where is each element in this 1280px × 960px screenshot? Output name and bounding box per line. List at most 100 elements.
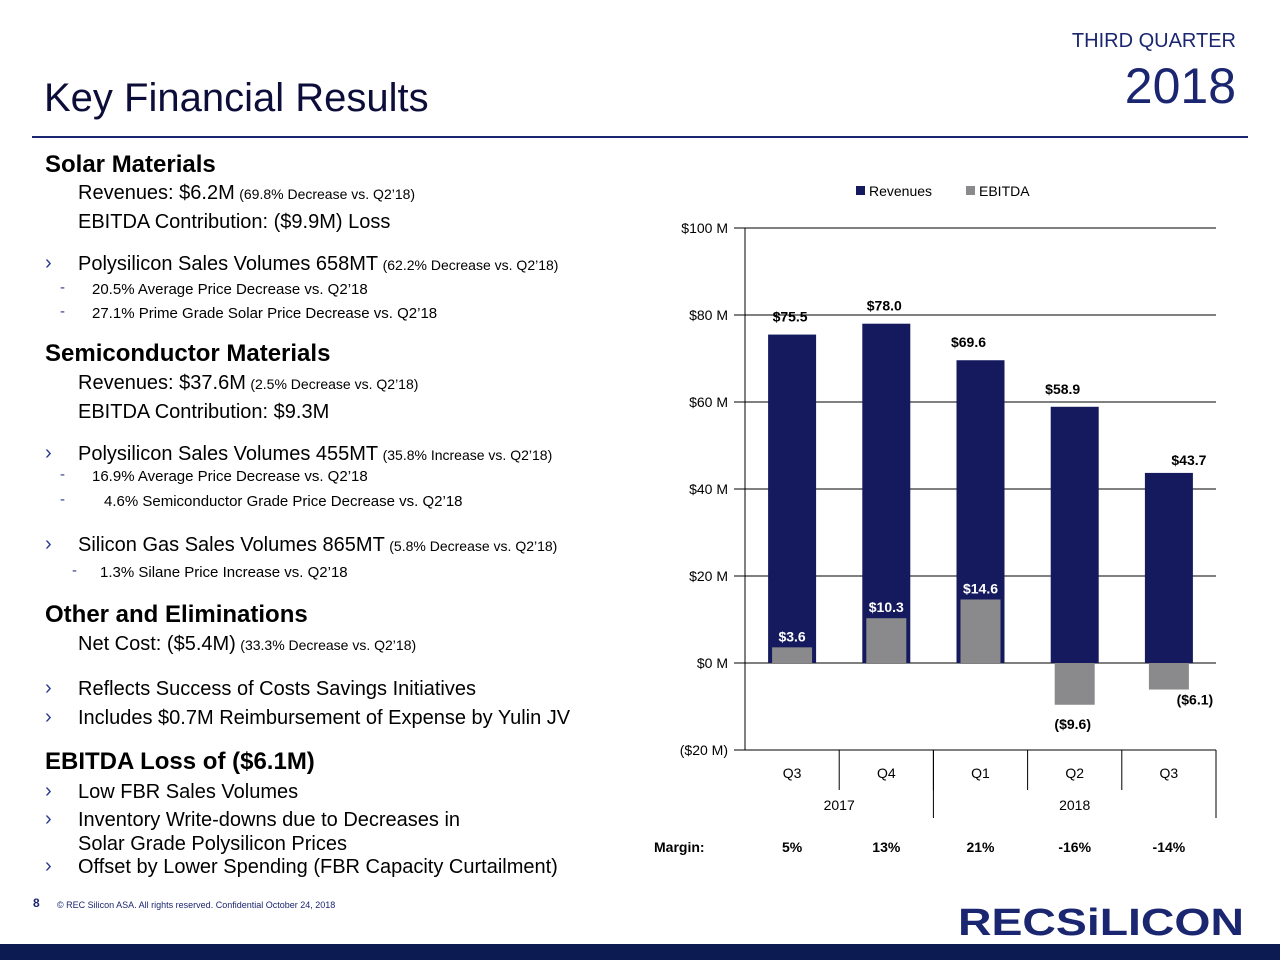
x-tick-label: Q3	[1160, 765, 1179, 781]
margin-value: 13%	[872, 839, 901, 855]
margin-value: 21%	[966, 839, 995, 855]
margin-value: 5%	[782, 839, 803, 855]
solar-sub-2: 27.1% Prime Grade Solar Price Decrease v…	[92, 305, 438, 322]
page-title: Key Financial Results	[44, 76, 429, 120]
other-bullet-2: Includes $0.7M Reimbursement of Expense …	[78, 707, 571, 729]
other-bullet-1: Reflects Success of Costs Savings Initia…	[78, 678, 476, 700]
bullet-arrow-icon: ›	[45, 706, 52, 728]
y-tick-label: $0 M	[697, 655, 728, 671]
revenue-bar	[1050, 406, 1099, 663]
solar-revenues: Revenues: $6.2M (69.8% Decrease vs. Q2’1…	[78, 182, 415, 205]
ebitda-bar	[1148, 663, 1189, 690]
semi-ebitda: EBITDA Contribution: $9.3M	[78, 401, 330, 423]
bullet-arrow-icon: ›	[45, 780, 52, 802]
solar-volume-note: (62.2% Decrease vs. Q2’18)	[382, 257, 559, 273]
solar-volume: Polysilicon Sales Volumes 658MT (62.2% D…	[78, 253, 558, 276]
x-tick-label: Q4	[877, 765, 896, 781]
semi-volume-text: Polysilicon Sales Volumes 455MT	[78, 443, 379, 465]
semi-sub-3: 1.3% Silane Price Increase vs. Q2’18	[100, 564, 348, 581]
y-tick-label: $20 M	[689, 568, 728, 584]
semi-volume: Polysilicon Sales Volumes 455MT (35.8% I…	[78, 443, 552, 466]
semi-volume-note: (35.8% Increase vs. Q2’18)	[382, 447, 553, 463]
y-tick-label: $80 M	[689, 307, 728, 323]
report-period: THIRD QUARTER	[1071, 30, 1236, 52]
solar-ebitda: EBITDA Contribution: ($9.9M) Loss	[78, 211, 391, 233]
report-year: 2018	[1124, 58, 1236, 114]
ebitda-loss-bullet-2b: Solar Grade Polysilicon Prices	[78, 833, 347, 855]
semi-heading: Semiconductor Materials	[45, 340, 331, 367]
solar-volume-text: Polysilicon Sales Volumes 658MT	[78, 253, 379, 275]
ebitda-bar	[772, 647, 813, 663]
footer-bar	[0, 944, 1280, 960]
revenue-data-label: $69.6	[951, 334, 986, 350]
semi-gas-text: Silicon Gas Sales Volumes 865MT	[78, 534, 385, 556]
x-tick-label: Q3	[783, 765, 802, 781]
semi-revenues: Revenues: $37.6M (2.5% Decrease vs. Q2’1…	[78, 372, 418, 395]
solar-sub-1: 20.5% Average Price Decrease vs. Q2’18	[92, 281, 368, 298]
revenue-data-label: $58.9	[1045, 381, 1080, 397]
revenue-data-label: $43.7	[1171, 452, 1206, 468]
revenue-data-label: $78.0	[867, 298, 902, 314]
semi-revenues-text: Revenues: $37.6M	[78, 372, 246, 394]
y-tick-label: $60 M	[689, 394, 728, 410]
ebitda-data-label: ($6.1)	[1177, 692, 1214, 708]
y-tick-label: $100 M	[681, 220, 728, 236]
legend-label-ebitda: EBITDA	[979, 183, 1030, 199]
bullet-arrow-icon: ›	[45, 533, 52, 555]
margin-row-label: Margin:	[654, 839, 705, 855]
ebitda-data-label: $14.6	[963, 580, 998, 596]
ebitda-data-label: $10.3	[869, 599, 904, 615]
other-net-text: Net Cost: ($5.4M)	[78, 633, 236, 655]
bullet-arrow-icon: ›	[45, 808, 52, 830]
bullet-dash-icon: -	[72, 562, 77, 579]
other-net: Net Cost: ($5.4M) (33.3% Decrease vs. Q2…	[78, 633, 416, 656]
semi-gas: Silicon Gas Sales Volumes 865MT (5.8% De…	[78, 534, 557, 557]
solar-revenues-note: (69.8% Decrease vs. Q2’18)	[239, 186, 416, 202]
legend-swatch-ebitda	[966, 186, 975, 195]
margin-value: -14%	[1153, 839, 1186, 855]
bullet-dash-icon: -	[60, 491, 65, 508]
other-net-note: (33.3% Decrease vs. Q2’18)	[240, 637, 417, 653]
year-group-label: 2018	[1059, 797, 1090, 813]
bullet-arrow-icon: ›	[45, 442, 52, 464]
rec-silicon-logo: RECSiLICON	[958, 902, 1244, 940]
logo-text: RECSiLICON	[958, 902, 1244, 940]
ebitda-loss-heading: EBITDA Loss of ($6.1M)	[45, 748, 315, 775]
legend-label-revenues: Revenues	[869, 183, 932, 199]
x-tick-label: Q1	[971, 765, 990, 781]
bullet-dash-icon: -	[60, 279, 65, 296]
ebitda-data-label: ($9.6)	[1054, 716, 1091, 732]
bullet-dash-icon: -	[60, 303, 65, 320]
ebitda-bar	[960, 599, 1001, 663]
revenue-bar	[862, 323, 911, 663]
revenue-bar	[1144, 472, 1193, 663]
solar-heading: Solar Materials	[45, 151, 216, 178]
bullet-arrow-icon: ›	[45, 677, 52, 699]
page-number: 8	[33, 896, 40, 910]
legend-swatch-revenues	[856, 186, 865, 195]
title-divider	[32, 136, 1248, 138]
semi-sub-1: 16.9% Average Price Decrease vs. Q2’18	[92, 468, 368, 485]
ebitda-loss-bullet-3: Offset by Lower Spending (FBR Capacity C…	[78, 856, 558, 878]
x-tick-label: Q2	[1065, 765, 1084, 781]
semi-revenues-note: (2.5% Decrease vs. Q2’18)	[250, 376, 419, 392]
footer-copyright: © REC Silicon ASA. All rights reserved. …	[57, 900, 336, 910]
revenue-bar	[768, 334, 817, 663]
semi-sub-2: 4.6% Semiconductor Grade Price Decrease …	[104, 493, 463, 510]
ebitda-data-label: $3.6	[778, 628, 805, 644]
bullet-arrow-icon: ›	[45, 252, 52, 274]
ebitda-loss-bullet-1: Low FBR Sales Volumes	[78, 781, 299, 803]
semi-gas-note: (5.8% Decrease vs. Q2’18)	[389, 538, 558, 554]
ebitda-bar	[1054, 663, 1095, 705]
revenue-data-label: $75.5	[773, 309, 808, 325]
margin-value: -16%	[1058, 839, 1091, 855]
ebitda-loss-bullet-2a: Inventory Write-downs due to Decreases i…	[78, 809, 461, 831]
y-tick-label: $40 M	[689, 481, 728, 497]
other-heading: Other and Eliminations	[45, 601, 308, 628]
y-tick-label: ($20 M)	[680, 742, 728, 758]
bullet-arrow-icon: ›	[45, 855, 52, 877]
year-group-label: 2017	[824, 797, 855, 813]
solar-revenues-text: Revenues: $6.2M	[78, 182, 235, 204]
bullet-dash-icon: -	[60, 466, 65, 483]
